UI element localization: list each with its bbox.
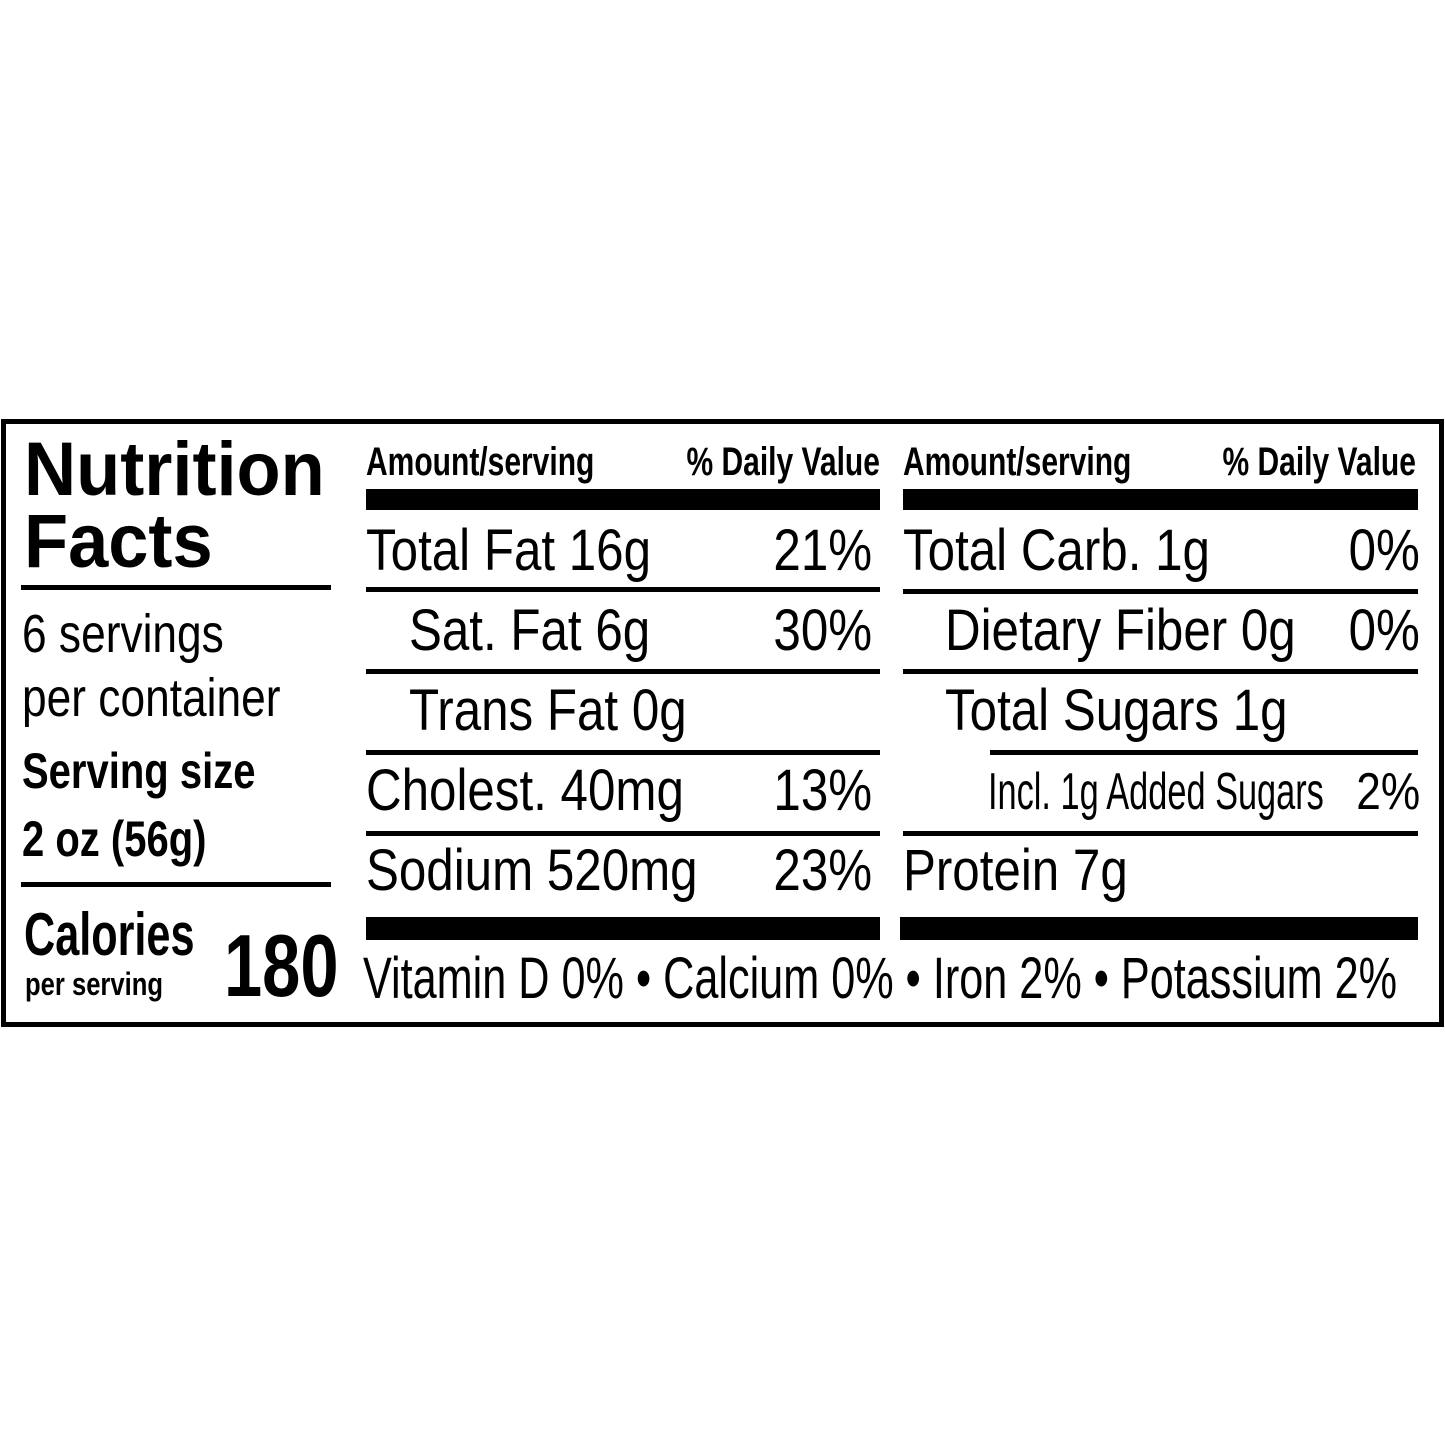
nutrient-dv: 30% — [773, 598, 872, 663]
title: Nutrition — [24, 427, 325, 512]
servings-per-container: per container — [22, 668, 281, 728]
divider — [21, 585, 331, 590]
nutrient-label: Sodium 520mg — [366, 838, 698, 903]
header-dv: % Daily Value — [686, 440, 880, 484]
thick-bar — [366, 489, 880, 510]
nutrient-label: Total Fat 16g — [366, 518, 652, 583]
divider — [366, 587, 880, 592]
micronutrient: Potassium 2% — [1120, 946, 1398, 1011]
nutrient-label: Protein 7g — [903, 838, 1128, 903]
serving-size-value: 2 oz (56g) — [22, 811, 207, 867]
nutrient-label: Sat. Fat 6g — [409, 598, 651, 663]
micronutrient-line: Vitamin D 0% • Calcium 0% • Iron 2% • Po… — [363, 950, 1397, 1008]
bullet-icon: • — [635, 946, 652, 1011]
nutrient-label: Trans Fat 0g — [409, 678, 687, 743]
divider — [903, 669, 1418, 674]
micronutrient: Vitamin D 0% — [363, 946, 624, 1011]
calories-label: Calories — [24, 901, 195, 968]
nutrient-dv: 23% — [773, 838, 872, 903]
nutrient-label: Total Carb. 1g — [903, 518, 1210, 583]
calories-value: 180 — [224, 916, 339, 1015]
divider — [903, 831, 1418, 836]
calories-sub: per serving — [25, 966, 164, 1002]
thick-bar — [900, 917, 1418, 940]
divider — [990, 750, 1418, 755]
serving-size-label: Serving size — [22, 743, 256, 799]
nutrient-dv: 2% — [1356, 763, 1420, 821]
header-amount: Amount/serving — [903, 440, 1132, 484]
divider — [903, 589, 1418, 594]
bullet-icon: • — [1093, 946, 1109, 1011]
nutrition-facts-panel — [1, 419, 1444, 1027]
micronutrient: Calcium 0% — [663, 946, 894, 1011]
servings-per-container: 6 servings — [22, 604, 224, 664]
bullet-icon: • — [905, 946, 921, 1011]
divider — [366, 750, 880, 755]
nutrient-label: Incl. 1g Added Sugars — [988, 763, 1324, 821]
header-dv: % Daily Value — [1222, 440, 1416, 484]
divider — [21, 882, 331, 887]
nutrient-label: Dietary Fiber 0g — [945, 598, 1296, 663]
nutrient-dv: 21% — [773, 518, 872, 583]
divider — [366, 669, 880, 674]
thick-bar — [366, 917, 880, 940]
title: Facts — [24, 499, 213, 584]
nutrient-dv: 0% — [1348, 598, 1420, 663]
nutrient-label: Total Sugars 1g — [945, 678, 1288, 743]
nutrient-dv: 13% — [773, 758, 872, 823]
divider — [366, 831, 880, 836]
nutrient-label: Cholest. 40mg — [366, 758, 684, 823]
header-amount: Amount/serving — [366, 440, 595, 484]
thick-bar — [903, 489, 1418, 510]
micronutrient: Iron 2% — [932, 946, 1082, 1011]
nutrient-dv: 0% — [1348, 518, 1420, 583]
